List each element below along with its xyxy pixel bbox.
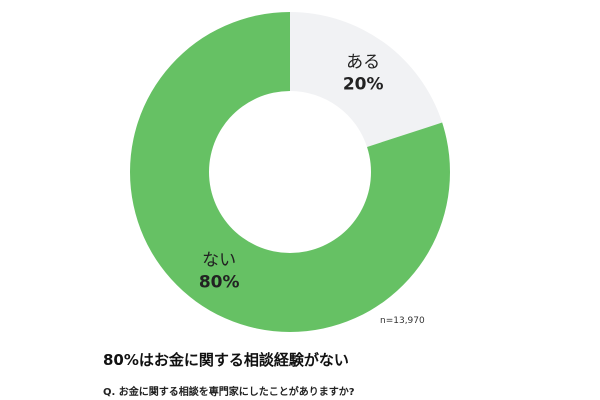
slice-label-value-0: 20% <box>343 74 384 94</box>
survey-question: Q. お金に関する相談を専門家にしたことがありますか? <box>103 387 355 398</box>
slice-label-value-1: 80% <box>199 272 240 292</box>
slice-label-name-1: ない <box>202 250 236 270</box>
sample-size-note: n=13,970 <box>380 316 425 326</box>
chart-headline: 80%はお金に関する相談経験がない <box>103 351 349 369</box>
slice-label-name-0: ある <box>346 52 380 72</box>
slice-1 <box>129 12 450 333</box>
slice-0 <box>290 12 443 147</box>
